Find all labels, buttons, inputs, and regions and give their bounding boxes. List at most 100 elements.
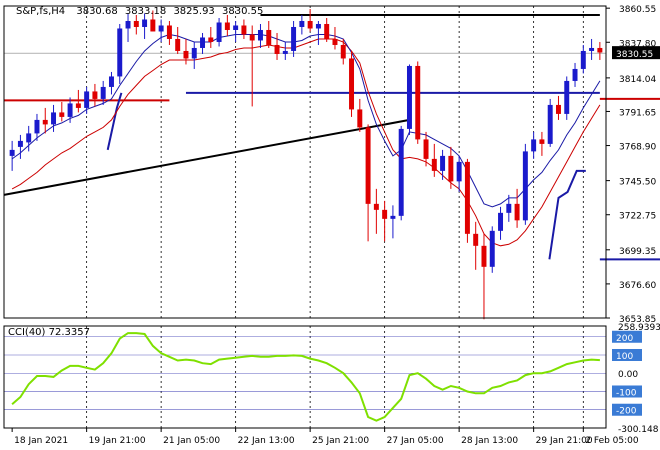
cci-level-label: -300.148 — [618, 425, 659, 435]
current-price-box — [612, 46, 660, 60]
candle-body — [431, 158, 437, 171]
cci-level-label: -200 — [616, 407, 637, 417]
candle-body — [415, 65, 421, 140]
candle-body — [373, 203, 379, 210]
candle-body — [175, 38, 181, 51]
candle-body — [100, 86, 106, 99]
fast-moving-average — [11, 33, 601, 208]
price-tick-label: 3653.85 — [619, 315, 656, 325]
candle-body — [274, 44, 280, 54]
time-tick-label: 29 Jan 21:00 — [536, 436, 593, 446]
candle-body — [26, 133, 32, 143]
candle-body — [555, 104, 561, 114]
symbol-header: S&P,fs,H4 3830.68 3833.18 3825.93 3830.5… — [16, 6, 263, 17]
candle-body — [224, 22, 230, 30]
candle-body — [473, 233, 479, 246]
candle-body — [51, 112, 57, 125]
candle-body — [291, 26, 297, 51]
price-tick-label: 3676.60 — [619, 281, 656, 291]
candle-body — [216, 22, 222, 42]
candle-body — [464, 161, 470, 234]
candle-body — [42, 119, 48, 125]
candle-body — [332, 38, 338, 45]
candle-body — [349, 58, 355, 110]
candle-body — [150, 19, 156, 32]
time-tick-label: 21 Jan 05:00 — [163, 436, 220, 446]
price-tick-label: 3791.65 — [619, 108, 656, 118]
cci-panel-frame — [3, 325, 607, 429]
candle-body — [514, 203, 520, 221]
cci-level-box — [612, 348, 642, 361]
candle-body — [522, 151, 528, 221]
axes: 18 Jan 2021 19 Jan 21:00 21 Jan 05:00 22 Ja… — [3, 5, 660, 446]
trendline — [3, 118, 410, 196]
candle-body — [423, 139, 429, 159]
candle-body — [564, 80, 570, 114]
cci-level-box — [612, 385, 642, 398]
price-tick-label: 3699.35 — [619, 247, 656, 257]
grid — [4, 6, 606, 428]
candle-body — [183, 50, 189, 59]
candle-body — [200, 37, 206, 48]
candle-body — [539, 139, 545, 144]
candle-body — [481, 245, 487, 267]
candle-body — [241, 25, 247, 35]
time-tick-label: 2 Feb 05:00 — [585, 436, 639, 446]
candle-body — [92, 91, 98, 99]
indicator-overlays — [3, 13, 660, 261]
candle-body — [324, 23, 330, 39]
candle-body — [84, 91, 90, 108]
price-tick-label: 3745.50 — [619, 178, 656, 188]
time-tick-label: 18 Jan 2021 — [14, 436, 68, 446]
candle-body — [59, 112, 65, 117]
candle-body — [34, 119, 40, 134]
candle-body — [456, 161, 462, 182]
candle-body — [531, 139, 537, 152]
cci-level-label: 0.00 — [618, 370, 638, 380]
candles — [9, 8, 603, 320]
candle-body — [398, 128, 404, 216]
candle-body — [589, 47, 595, 51]
time-tick-label: 27 Jan 05:00 — [387, 436, 444, 446]
candle-body — [75, 103, 81, 108]
candle-body — [208, 37, 214, 42]
cci-level-box — [612, 403, 642, 416]
candle-body — [406, 65, 412, 129]
candle-body — [440, 155, 446, 171]
candle-body — [166, 25, 172, 39]
candle-body — [299, 20, 305, 27]
candle-body — [382, 209, 388, 219]
slow-moving-average — [11, 38, 601, 247]
candle-body — [133, 20, 139, 27]
candle-body — [547, 104, 553, 144]
time-tick-label: 19 Jan 21:00 — [89, 436, 146, 446]
price-tick-label: 3768.90 — [619, 143, 656, 153]
current-price-label: 3830.55 — [616, 50, 653, 60]
candle-body — [506, 203, 512, 213]
price-tick-label: 3860.55 — [619, 5, 656, 15]
candle-body — [249, 34, 255, 41]
candle-body — [282, 50, 288, 54]
price-tick-label: 3814.04 — [619, 75, 656, 85]
candle-body — [340, 44, 346, 59]
candle-body — [117, 28, 123, 77]
candle-body — [448, 155, 454, 182]
time-tick-label: 22 Jan 13:00 — [238, 436, 295, 446]
cci-level-label: 100 — [616, 352, 633, 362]
time-tick-label: 25 Jan 21:00 — [312, 436, 369, 446]
price-tick-label: 3722.75 — [619, 212, 656, 222]
candle-body — [67, 103, 73, 117]
candle-body — [9, 149, 15, 156]
cci-level-label: 258.9393 — [618, 323, 660, 333]
candle-body — [390, 215, 396, 219]
candle-body — [597, 47, 603, 53]
candle-body — [307, 20, 313, 29]
candle-body — [17, 140, 23, 147]
candle-body — [266, 29, 272, 45]
cci-label: CCI(40) 72.3357 — [8, 327, 90, 338]
price-tick-label: 3837.80 — [619, 39, 656, 49]
candle-body — [572, 68, 578, 81]
